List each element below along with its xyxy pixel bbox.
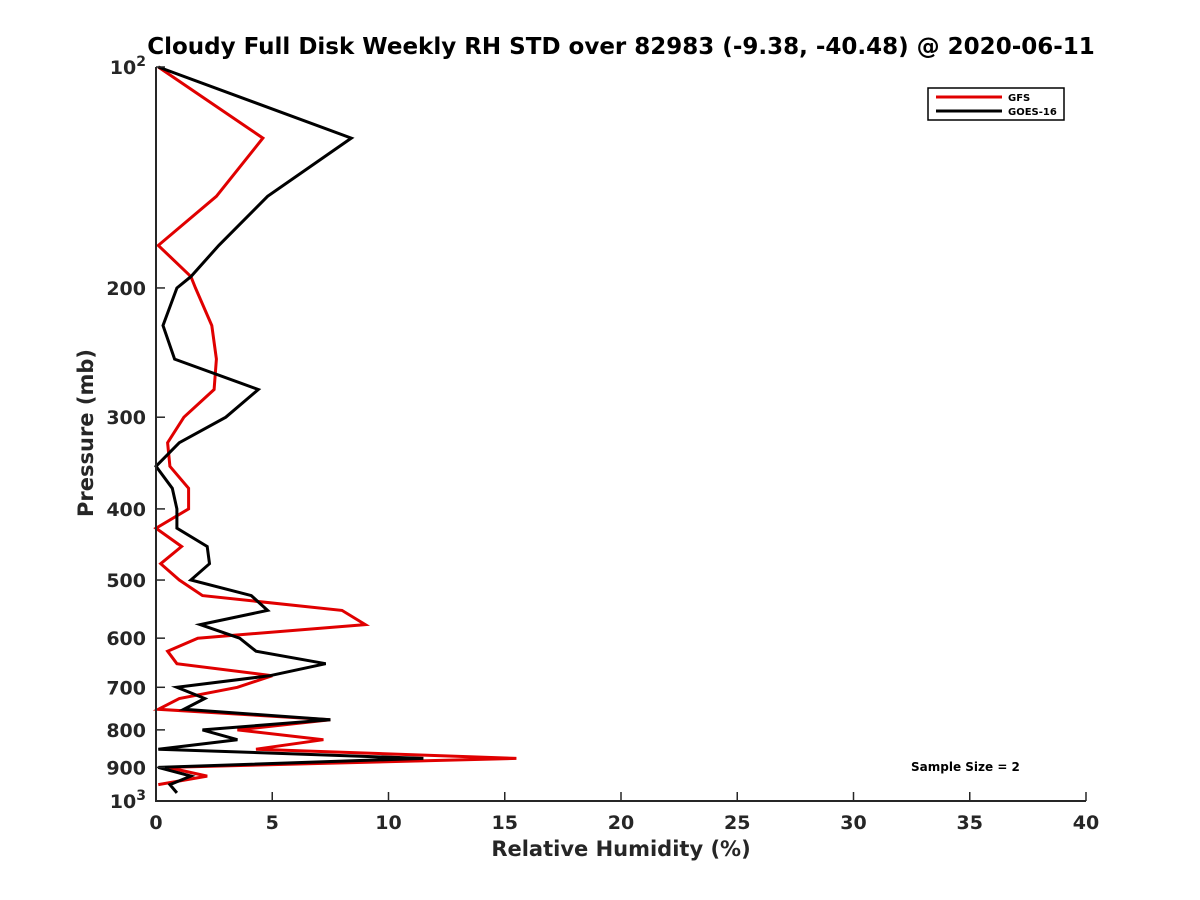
chart-title: Cloudy Full Disk Weekly RH STD over 8298…	[147, 34, 1095, 60]
y-tick-label: 400	[106, 499, 146, 521]
x-tick-label: 40	[1073, 812, 1099, 834]
y-axis: 102 200 300 400 500 600 700 800 900 103	[106, 54, 165, 813]
x-tick-label: 0	[149, 812, 162, 834]
sample-size-annotation: Sample Size = 2	[911, 760, 1020, 774]
y-tick-label: 800	[106, 720, 146, 742]
x-axis-label: Relative Humidity (%)	[491, 837, 750, 861]
x-tick-label: 15	[492, 812, 518, 834]
series-line-goes-16	[154, 65, 424, 794]
x-axis: 0 5 10 15 20 25 30 35 40	[149, 792, 1099, 834]
plot-area	[152, 65, 1086, 802]
x-tick-label: 5	[266, 812, 279, 834]
y-tick-label: 500	[106, 570, 146, 592]
y-tick-label: 200	[106, 278, 146, 300]
y-tick-label: 300	[106, 407, 146, 429]
x-tick-label: 35	[957, 812, 983, 834]
x-tick-label: 10	[375, 812, 401, 834]
y-axis-label: Pressure (mb)	[74, 349, 98, 517]
legend-label-gfs: GFS	[1008, 93, 1030, 104]
y-tick-label: 700	[106, 677, 146, 699]
legend-box	[927, 87, 1065, 121]
y-tick-label: 102	[110, 54, 146, 79]
x-tick-label: 25	[724, 812, 750, 834]
legend-label-goes-16: GOES-16	[1008, 107, 1057, 118]
x-tick-label: 30	[840, 812, 866, 834]
y-tick-label: 600	[106, 628, 146, 650]
y-tick-label: 103	[110, 788, 146, 813]
series-line-gfs	[152, 65, 517, 787]
y-tick-label: 900	[106, 757, 146, 779]
x-tick-label: 20	[608, 812, 634, 834]
legend: GFS GOES-16	[927, 87, 1065, 121]
